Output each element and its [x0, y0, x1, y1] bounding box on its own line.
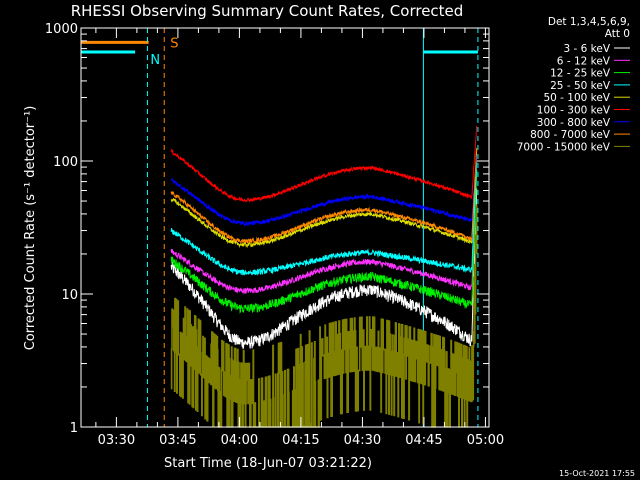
legend-entry-4: 50 - 100 keV [543, 92, 610, 104]
series-line-6 [170, 155, 478, 227]
legend-header-line1: Det 1,3,4,5,6,9, [548, 16, 630, 28]
series-line-1 [170, 169, 478, 295]
y-tick-label: 1000 [45, 22, 78, 37]
x-tick-label: 05:00 [467, 433, 504, 448]
legend-entry-8: 7000 - 15000 keV [517, 141, 611, 153]
legend-entry-2: 12 - 25 keV [550, 68, 611, 80]
y-tick-label: 100 [53, 155, 78, 170]
y-tick-label: 1 [70, 421, 78, 436]
legend-header-line2: Att 0 [605, 28, 630, 40]
y-tick-label: 10 [61, 288, 78, 303]
series-line-3 [170, 161, 478, 276]
series-line-4 [170, 149, 478, 249]
x-tick-label: 04:00 [221, 433, 258, 448]
x-tick-label: 03:45 [159, 433, 196, 448]
x-tick-label: 03:30 [98, 433, 135, 448]
series-line-2 [170, 169, 478, 314]
x-tick-label: 04:15 [282, 433, 319, 448]
night-label: N [150, 53, 160, 68]
legend-entry-7: 800 - 7000 keV [530, 129, 611, 141]
series-line-5 [170, 125, 478, 203]
series-line-7 [170, 147, 478, 245]
legend-entry-5: 100 - 300 keV [537, 105, 611, 117]
legend-entry-3: 25 - 50 keV [550, 80, 611, 92]
x-tick-label: 04:30 [344, 433, 381, 448]
x-tick-label: 04:45 [405, 433, 442, 448]
timestamp: 15-Oct-2021 17:55 [559, 469, 635, 478]
legend-entry-0: 3 - 6 keV [563, 43, 610, 55]
legend-entry-6: 300 - 800 keV [537, 117, 611, 129]
series-group [170, 125, 478, 428]
chart-title: RHESSI Observing Summary Count Rates, Co… [71, 2, 464, 20]
y-axis-label: Corrected Count Rate (s⁻¹ detector⁻¹) [23, 106, 38, 351]
plot-frame [80, 27, 490, 428]
series-line-0 [170, 188, 478, 350]
series-line-8 [170, 204, 478, 428]
saa-label: S [170, 36, 178, 51]
x-axis-label: Start Time (18-Jun-07 03:21:22) [164, 456, 372, 471]
legend-entry-1: 6 - 12 keV [557, 55, 611, 67]
axes: 1 10 100 1000 03:30 03:45 04:00 04:15 04:30 04:45… [45, 22, 504, 448]
